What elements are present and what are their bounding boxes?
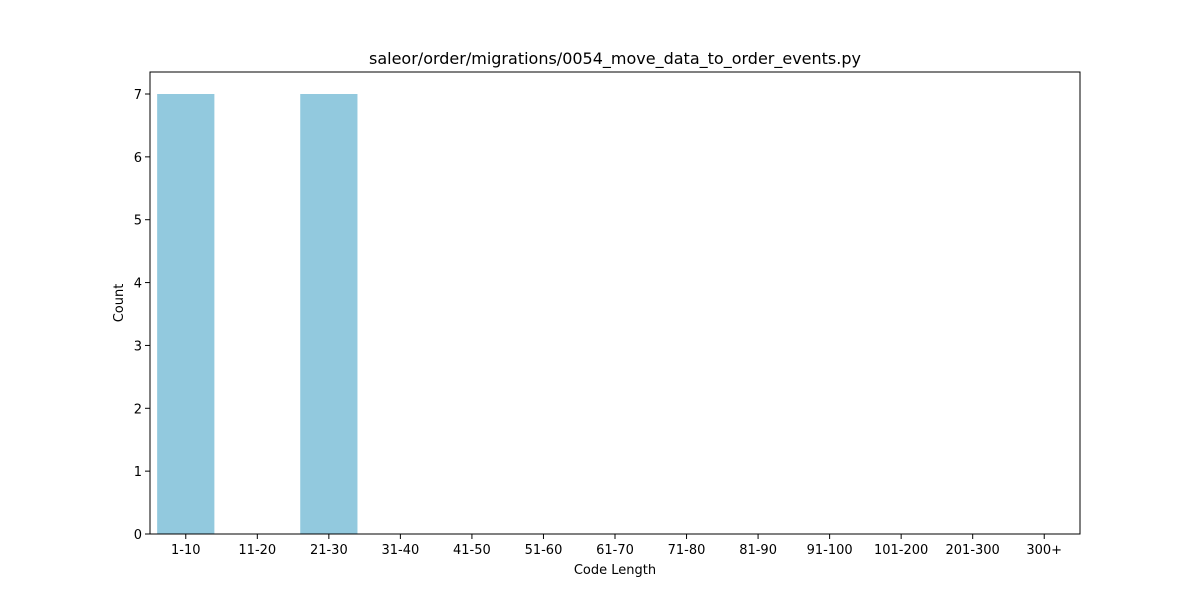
y-tick-label: 3 — [134, 339, 142, 354]
plot-frame — [149, 71, 1081, 535]
y-axis-label: Count — [112, 284, 127, 323]
x-tick-label: 300+ — [1026, 543, 1062, 558]
bar-1-10 — [157, 94, 215, 534]
x-tick-label: 1-10 — [171, 543, 201, 558]
x-tick-label: 81-90 — [739, 543, 777, 558]
x-tick-label: 71-80 — [668, 543, 706, 558]
x-tick-label: 51-60 — [525, 543, 563, 558]
y-tick-label: 2 — [134, 402, 142, 417]
x-tick-label: 41-50 — [453, 543, 491, 558]
y-tick-label: 1 — [134, 465, 142, 480]
x-tick-label: 61-70 — [596, 543, 634, 558]
x-tick-label: 201-300 — [946, 543, 1000, 558]
chart-title: saleor/order/migrations/0054_move_data_t… — [369, 49, 861, 69]
x-tick-label: 31-40 — [381, 543, 419, 558]
y-tick-label: 4 — [134, 277, 142, 292]
y-tick-label: 6 — [134, 151, 142, 166]
x-axis: 1-10 11-20 21-30 31-40 41-50 51-60 61-70 71-80 8… — [171, 534, 1062, 558]
x-tick-label: 11-20 — [238, 543, 276, 558]
x-tick-label: 91-100 — [807, 543, 853, 558]
x-axis-label: Code Length — [574, 563, 656, 578]
y-tick-label: 0 — [134, 528, 142, 543]
y-tick-label: 7 — [134, 88, 142, 103]
bar-21-30 — [300, 94, 358, 534]
x-tick-label: 21-30 — [310, 543, 348, 558]
y-axis: 0 1 2 3 4 5 6 7 — [134, 88, 150, 543]
bars-layer — [157, 94, 358, 534]
x-tick-label: 101-200 — [874, 543, 928, 558]
y-tick-label: 5 — [134, 214, 142, 229]
